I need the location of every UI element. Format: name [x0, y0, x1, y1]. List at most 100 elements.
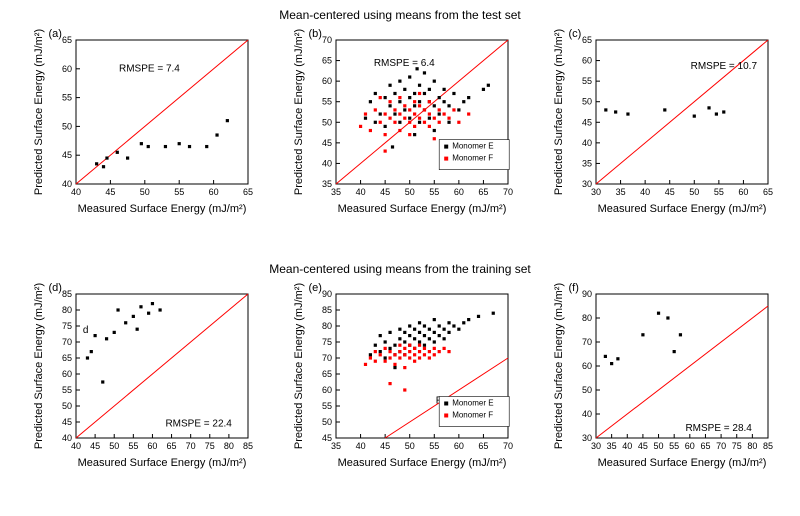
data-point: [452, 324, 455, 327]
data-point: [398, 96, 401, 99]
xtick-label: 60: [454, 441, 464, 451]
xtick-label: 85: [243, 441, 253, 451]
data-point: [384, 112, 387, 115]
data-point: [388, 104, 391, 107]
data-point: [457, 328, 460, 331]
xtick-label: 60: [147, 441, 157, 451]
xtick-label: 50: [654, 441, 664, 451]
ytick-label: 50: [322, 117, 332, 127]
ytick-label: 90: [322, 289, 332, 299]
data-point: [403, 331, 406, 334]
data-point: [124, 321, 127, 324]
data-point: [393, 121, 396, 124]
panel-letter: (d): [48, 282, 61, 294]
panel-svg-c: 30354045505560653035404550556065Measured…: [546, 26, 776, 226]
ytick-label: 65: [62, 35, 72, 45]
data-point: [443, 337, 446, 340]
data-point: [604, 355, 607, 358]
data-point: [147, 145, 150, 148]
ytick-label: 30: [582, 433, 592, 443]
panel-e: 354045505560657045505560657075808590Meas…: [286, 280, 516, 480]
data-point: [413, 92, 416, 95]
data-point: [433, 331, 436, 334]
x-axis-label: Measured Surface Energy (mJ/m²): [78, 457, 247, 469]
data-point: [433, 129, 436, 132]
data-point: [178, 142, 181, 145]
xtick-label: 30: [591, 441, 601, 451]
data-point: [136, 328, 139, 331]
data-point: [457, 108, 460, 111]
legend-marker: [444, 401, 448, 405]
xtick-label: 40: [356, 441, 366, 451]
legend-label: Monomer E: [452, 142, 493, 151]
panel-letter: (e): [308, 282, 321, 294]
xtick-label: 55: [174, 187, 184, 197]
data-point: [393, 112, 396, 115]
data-point: [477, 315, 480, 318]
data-point: [413, 125, 416, 128]
data-point: [423, 353, 426, 356]
data-point: [215, 133, 218, 136]
data-point: [663, 108, 666, 111]
data-point: [369, 129, 372, 132]
data-point: [428, 117, 431, 120]
data-point: [379, 121, 382, 124]
data-point: [433, 340, 436, 343]
data-point: [388, 347, 391, 350]
xtick-label: 40: [71, 187, 81, 197]
panel-svg-e: 354045505560657045505560657075808590Meas…: [286, 280, 516, 480]
xtick-label: 55: [714, 187, 724, 197]
data-point: [408, 344, 411, 347]
data-point: [398, 344, 401, 347]
xtick-label: 70: [186, 441, 196, 451]
data-point: [369, 100, 372, 103]
panel-svg-f: 30354045505560657075808530405060708090Me…: [546, 280, 776, 480]
xtick-label: 75: [732, 441, 742, 451]
x-axis-label: Measured Surface Energy (mJ/m²): [78, 203, 247, 215]
ytick-label: 80: [322, 321, 332, 331]
data-point: [423, 347, 426, 350]
data-point: [379, 96, 382, 99]
data-point: [428, 125, 431, 128]
ytick-label: 65: [582, 35, 592, 45]
panel-letter: (c): [568, 28, 581, 40]
xtick-label: 35: [331, 187, 341, 197]
data-point: [467, 112, 470, 115]
xtick-label: 35: [616, 187, 626, 197]
data-point: [86, 356, 89, 359]
data-point: [408, 108, 411, 111]
data-point: [666, 316, 669, 319]
data-point: [403, 388, 406, 391]
y-axis-label: Predicted Surface Energy (mJ/m²): [553, 29, 565, 195]
data-point: [428, 112, 431, 115]
ytick-label: 45: [322, 433, 332, 443]
data-point: [379, 112, 382, 115]
data-point: [438, 108, 441, 111]
data-point: [443, 100, 446, 103]
data-point: [408, 117, 411, 120]
data-point: [364, 363, 367, 366]
row-title-bottom: Mean-centered using means from the train…: [0, 262, 800, 276]
data-point: [433, 137, 436, 140]
x-axis-label: Measured Surface Energy (mJ/m²): [598, 457, 767, 469]
data-point: [433, 318, 436, 321]
data-point: [413, 133, 416, 136]
data-point: [408, 356, 411, 359]
data-point: [418, 104, 421, 107]
data-point: [614, 110, 617, 113]
data-point: [151, 302, 154, 305]
data-point: [374, 350, 377, 353]
ytick-label: 35: [322, 179, 332, 189]
data-point: [443, 88, 446, 91]
xtick-label: 75: [205, 441, 215, 451]
data-point: [393, 353, 396, 356]
xtick-label: 40: [71, 441, 81, 451]
data-point: [384, 356, 387, 359]
panel-letter: (b): [308, 28, 321, 40]
ytick-label: 60: [62, 369, 72, 379]
data-point: [393, 108, 396, 111]
data-point: [715, 112, 718, 115]
ytick-label: 30: [582, 179, 592, 189]
data-point: [428, 337, 431, 340]
ytick-label: 80: [62, 305, 72, 315]
